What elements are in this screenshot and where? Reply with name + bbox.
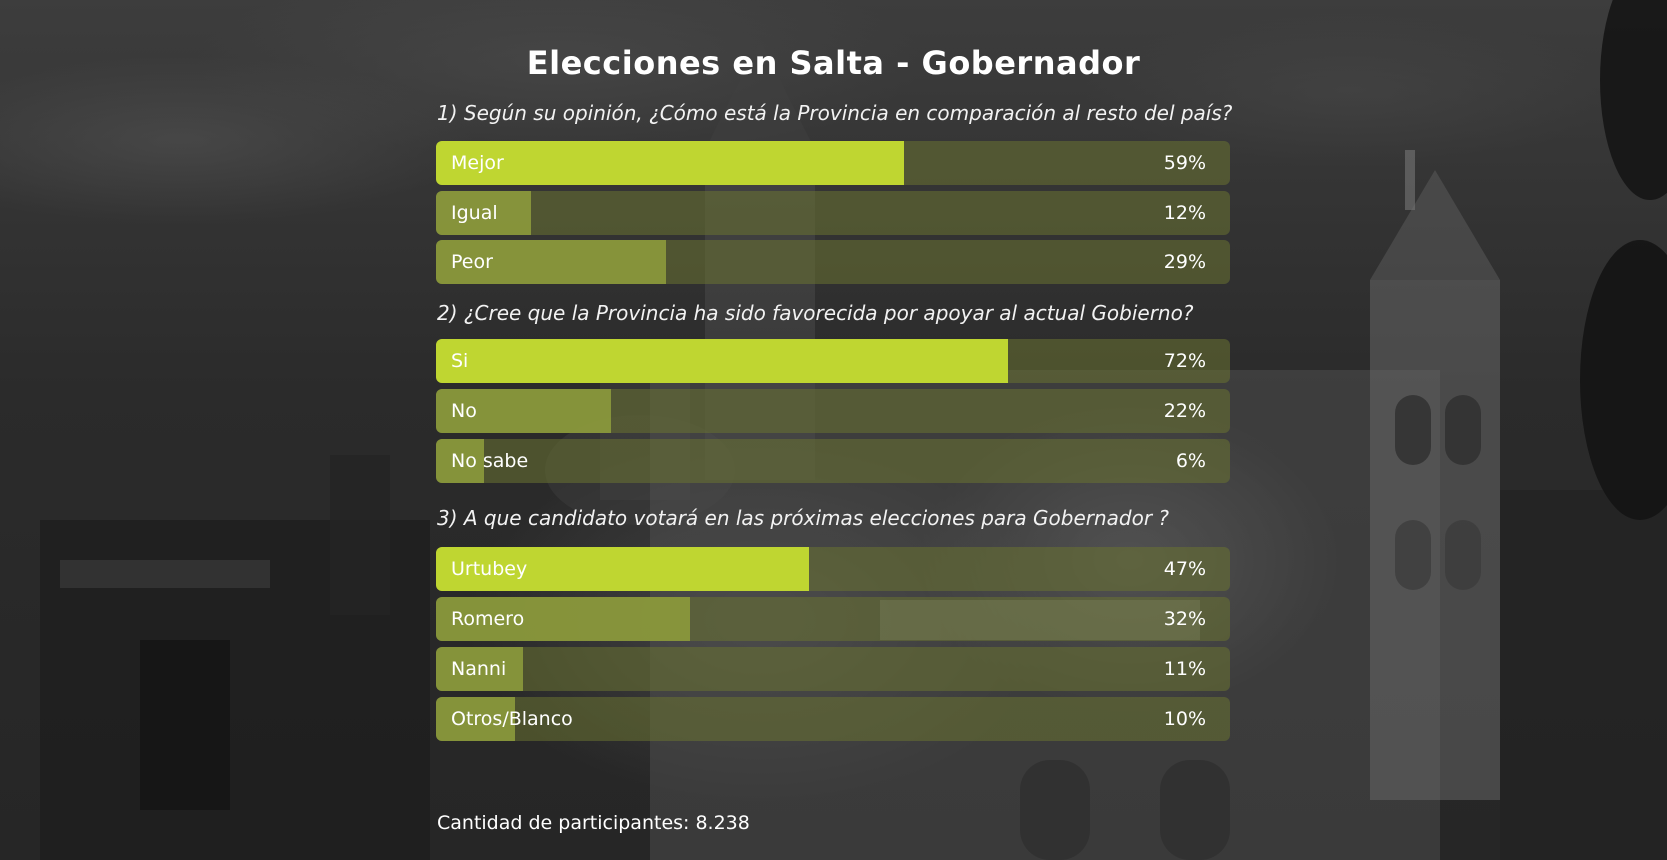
bar-fill xyxy=(436,697,516,741)
bar-fill xyxy=(436,240,667,284)
bar-percent: 12% xyxy=(1163,202,1206,224)
bar-percent: 47% xyxy=(1163,558,1206,580)
bar-label: Romero xyxy=(451,608,525,630)
bar-percent: 59% xyxy=(1163,152,1206,174)
bar-label: Si xyxy=(451,350,469,372)
bar-label: Igual xyxy=(451,202,498,224)
bar-urtubey: Urtubey 47% xyxy=(436,547,1230,591)
bar-label: Peor xyxy=(451,251,493,273)
bar-label: Nanni xyxy=(451,658,507,680)
bar-fill xyxy=(436,647,524,691)
bar-no-sabe: No sabe 6% xyxy=(436,439,1230,483)
page-title: Elecciones en Salta - Gobernador xyxy=(526,44,1141,82)
bar-fill xyxy=(436,191,532,235)
bar-fill xyxy=(436,547,810,591)
bar-label: Mejor xyxy=(451,152,504,174)
question-2-text: 2) ¿Cree que la Provincia ha sido favore… xyxy=(437,301,1194,325)
bar-percent: 72% xyxy=(1163,350,1206,372)
bar-si: Si 72% xyxy=(436,339,1230,383)
bar-percent: 10% xyxy=(1163,708,1206,730)
bar-fill xyxy=(436,339,1008,383)
bar-romero: Romero 32% xyxy=(436,597,1230,641)
bar-peor: Peor 29% xyxy=(436,240,1230,284)
bar-label: Otros/Blanco xyxy=(451,708,573,730)
bar-no: No 22% xyxy=(436,389,1230,433)
bar-percent: 6% xyxy=(1175,450,1206,472)
bar-label: No xyxy=(451,400,477,422)
bar-fill xyxy=(436,597,691,641)
bar-fill xyxy=(436,389,611,433)
bar-otros-blanco: Otros/Blanco 10% xyxy=(436,697,1230,741)
bar-fill xyxy=(436,439,484,483)
bar-percent: 22% xyxy=(1163,400,1206,422)
question-1-text: 1) Según su opinión, ¿Cómo está la Provi… xyxy=(437,101,1233,125)
bar-label: Urtubey xyxy=(451,558,528,580)
bar-percent: 11% xyxy=(1163,658,1206,680)
bar-percent: 32% xyxy=(1163,608,1206,630)
participants-count: Cantidad de participantes: 8.238 xyxy=(437,812,750,834)
bar-label: No sabe xyxy=(451,450,529,472)
bar-nanni: Nanni 11% xyxy=(436,647,1230,691)
bar-fill xyxy=(436,141,905,185)
bar-mejor: Mejor 59% xyxy=(436,141,1230,185)
bar-percent: 29% xyxy=(1163,251,1206,273)
bar-igual: Igual 12% xyxy=(436,191,1230,235)
question-3-text: 3) A que candidato votará en las próxima… xyxy=(437,506,1170,530)
